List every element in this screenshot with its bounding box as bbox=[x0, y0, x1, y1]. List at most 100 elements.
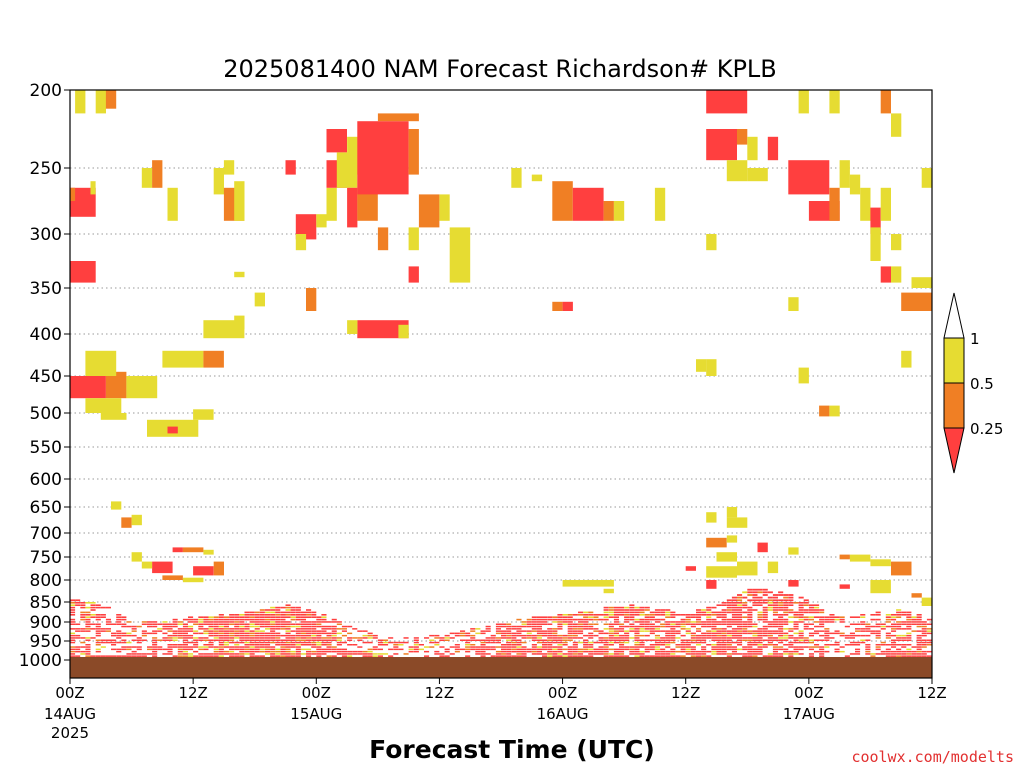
pbl-cell-y bbox=[634, 641, 640, 644]
pbl-cell-y bbox=[639, 630, 645, 632]
pbl-cell-r bbox=[757, 628, 763, 630]
pbl-cell-r bbox=[306, 611, 312, 614]
pbl-cell-r bbox=[229, 646, 235, 648]
ri-cell-y bbox=[921, 168, 932, 188]
pbl-cell-r bbox=[578, 611, 584, 614]
pbl-cell-r bbox=[875, 625, 881, 628]
pbl-cell-r bbox=[244, 625, 250, 628]
pbl-cell-y bbox=[670, 623, 676, 625]
ri-cell-y bbox=[90, 181, 96, 195]
pbl-cell-r bbox=[70, 599, 76, 602]
pbl-cell-r bbox=[341, 630, 347, 632]
pbl-cell-r bbox=[757, 653, 763, 655]
pbl-cell-r bbox=[639, 646, 645, 648]
pbl-cell-y bbox=[860, 639, 866, 641]
pbl-cell-o bbox=[578, 648, 584, 651]
pbl-cell-r bbox=[490, 639, 496, 641]
y-tick-label: 750 bbox=[30, 548, 62, 568]
pbl-cell-r bbox=[798, 611, 804, 614]
pbl-cell-r bbox=[229, 618, 235, 621]
pbl-cell-r bbox=[362, 655, 368, 657]
pbl-cell-o bbox=[680, 628, 686, 630]
pbl-cell-r bbox=[865, 648, 871, 651]
pbl-cell-r bbox=[275, 655, 281, 657]
pbl-cell-r bbox=[75, 628, 81, 630]
pbl-cell-r bbox=[80, 646, 86, 648]
y-tick-label: 250 bbox=[30, 159, 62, 179]
pbl-cell-r bbox=[218, 639, 224, 641]
pbl-cell-y bbox=[839, 650, 845, 653]
pbl-cell-r bbox=[244, 616, 250, 618]
pbl-cell-r bbox=[624, 616, 630, 618]
ground-surface bbox=[70, 657, 932, 678]
pbl-cell-r bbox=[321, 650, 327, 653]
pbl-cell-r bbox=[362, 630, 368, 632]
pbl-cell-r bbox=[311, 628, 317, 630]
pbl-cell-r bbox=[95, 618, 101, 621]
pbl-cell-r bbox=[613, 637, 619, 639]
pbl-cell-r bbox=[152, 655, 158, 657]
pbl-cell-r bbox=[603, 609, 609, 611]
ri-cell-y bbox=[203, 549, 214, 555]
pbl-cell-y bbox=[239, 625, 245, 628]
pbl-cell-y bbox=[188, 625, 194, 628]
pbl-cell-r bbox=[721, 630, 727, 632]
pbl-cell-r bbox=[608, 634, 614, 637]
pbl-cell-r bbox=[855, 653, 861, 655]
pbl-cell-r bbox=[290, 639, 296, 641]
pbl-cell-y bbox=[814, 606, 820, 609]
pbl-cell-r bbox=[665, 653, 671, 655]
pbl-cell-r bbox=[808, 634, 814, 637]
pbl-cell-y bbox=[182, 650, 188, 653]
pbl-cell-r bbox=[619, 644, 625, 646]
pbl-cell-r bbox=[619, 609, 625, 611]
pbl-cell-r bbox=[547, 630, 553, 632]
ri-cell-y bbox=[141, 168, 153, 188]
pbl-cell-r bbox=[80, 606, 86, 609]
pbl-cell-r bbox=[254, 616, 260, 618]
pbl-cell-r bbox=[788, 596, 794, 599]
pbl-cell-o bbox=[495, 637, 501, 639]
pbl-cell-r bbox=[757, 648, 763, 651]
ri-cell-r bbox=[757, 542, 768, 553]
pbl-cell-r bbox=[629, 623, 635, 625]
pbl-cell-r bbox=[721, 614, 727, 616]
pbl-cell-r bbox=[131, 650, 137, 653]
pbl-cell-r bbox=[875, 611, 881, 614]
pbl-cell-r bbox=[121, 616, 127, 618]
pbl-cell-r bbox=[726, 604, 732, 606]
ri-cell-y bbox=[182, 577, 204, 583]
pbl-cell-r bbox=[629, 604, 635, 606]
pbl-cell-o bbox=[788, 653, 794, 655]
pbl-cell-r bbox=[295, 650, 301, 653]
pbl-cell-y bbox=[424, 646, 430, 648]
x-tick-sublabel: 2025 bbox=[51, 724, 89, 742]
pbl-cell-r bbox=[521, 650, 527, 653]
pbl-cell-y bbox=[880, 625, 886, 628]
pbl-cell-o bbox=[285, 606, 291, 609]
pbl-cell-r bbox=[80, 604, 86, 606]
pbl-cell-y bbox=[300, 653, 306, 655]
pbl-cell-r bbox=[439, 637, 445, 639]
pbl-cell-r bbox=[644, 625, 650, 628]
pbl-cell-r bbox=[603, 641, 609, 644]
pbl-cell-r bbox=[485, 630, 491, 632]
pbl-cell-r bbox=[885, 634, 891, 637]
pbl-cell-r bbox=[249, 655, 255, 657]
pbl-cell-r bbox=[501, 630, 507, 632]
pbl-cell-r bbox=[203, 621, 209, 623]
pbl-cell-o bbox=[896, 621, 902, 623]
ri-cell-y bbox=[100, 413, 127, 420]
pbl-cell-o bbox=[839, 632, 845, 635]
pbl-cell-r bbox=[731, 611, 737, 614]
pbl-cell-r bbox=[567, 628, 573, 630]
x-tick-label: 00Z bbox=[548, 684, 577, 702]
pbl-cell-r bbox=[696, 637, 702, 639]
pbl-cell-r bbox=[444, 648, 450, 651]
pbl-cell-o bbox=[429, 646, 435, 648]
pbl-cell-o bbox=[747, 630, 753, 632]
pbl-cell-r bbox=[685, 653, 691, 655]
pbl-cell-r bbox=[690, 616, 696, 618]
pbl-cell-r bbox=[731, 650, 737, 653]
pbl-cell-r bbox=[167, 628, 173, 630]
